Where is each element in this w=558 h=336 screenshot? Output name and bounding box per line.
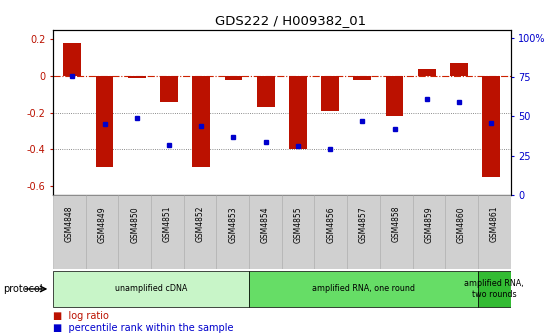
Bar (193, 76, 210, 167)
Text: GSM4851: GSM4851 (163, 206, 172, 243)
Bar (217, 195, 249, 269)
Bar (86, 195, 118, 269)
Text: amplified RNA,
two rounds: amplified RNA, two rounds (464, 279, 524, 299)
Bar (96, 76, 113, 167)
Bar (380, 195, 412, 269)
Text: GSM4850: GSM4850 (130, 206, 139, 243)
Text: ■  log ratio: ■ log ratio (53, 311, 109, 321)
Bar (289, 76, 307, 149)
Bar (482, 76, 500, 177)
Bar (418, 69, 436, 76)
Bar (224, 76, 242, 80)
Bar (249, 271, 478, 307)
Text: GSM4861: GSM4861 (490, 206, 499, 243)
Text: GSM4853: GSM4853 (228, 206, 237, 243)
Bar (445, 195, 478, 269)
Bar (450, 63, 468, 76)
Text: GDS222 / H009382_01: GDS222 / H009382_01 (215, 14, 366, 27)
Bar (151, 195, 184, 269)
Bar (257, 76, 275, 107)
Text: GSM4852: GSM4852 (196, 206, 205, 243)
Bar (282, 195, 315, 269)
Bar (386, 76, 403, 116)
Bar (128, 76, 146, 78)
Text: GSM4854: GSM4854 (261, 206, 270, 243)
Text: GSM4859: GSM4859 (425, 206, 434, 243)
Bar (353, 76, 371, 80)
Bar (118, 195, 151, 269)
Text: GSM4860: GSM4860 (457, 206, 466, 243)
Text: GSM4848: GSM4848 (65, 206, 74, 243)
Text: GSM4856: GSM4856 (326, 206, 335, 243)
Bar (249, 195, 282, 269)
Bar (64, 43, 81, 76)
Bar (347, 195, 380, 269)
Text: protocol: protocol (3, 284, 42, 294)
Bar (53, 271, 249, 307)
Text: ■  percentile rank within the sample: ■ percentile rank within the sample (53, 323, 233, 333)
Bar (53, 195, 86, 269)
Text: GSM4849: GSM4849 (98, 206, 107, 243)
Text: GSM4855: GSM4855 (294, 206, 302, 243)
Text: unamplified cDNA: unamplified cDNA (115, 285, 187, 293)
Bar (315, 195, 347, 269)
Bar (160, 76, 178, 101)
Bar (321, 76, 339, 111)
Bar (412, 195, 445, 269)
Text: amplified RNA, one round: amplified RNA, one round (312, 285, 415, 293)
Text: GSM4857: GSM4857 (359, 206, 368, 243)
Bar (478, 195, 511, 269)
Bar (184, 195, 217, 269)
Text: GSM4858: GSM4858 (392, 206, 401, 243)
Bar (478, 271, 511, 307)
